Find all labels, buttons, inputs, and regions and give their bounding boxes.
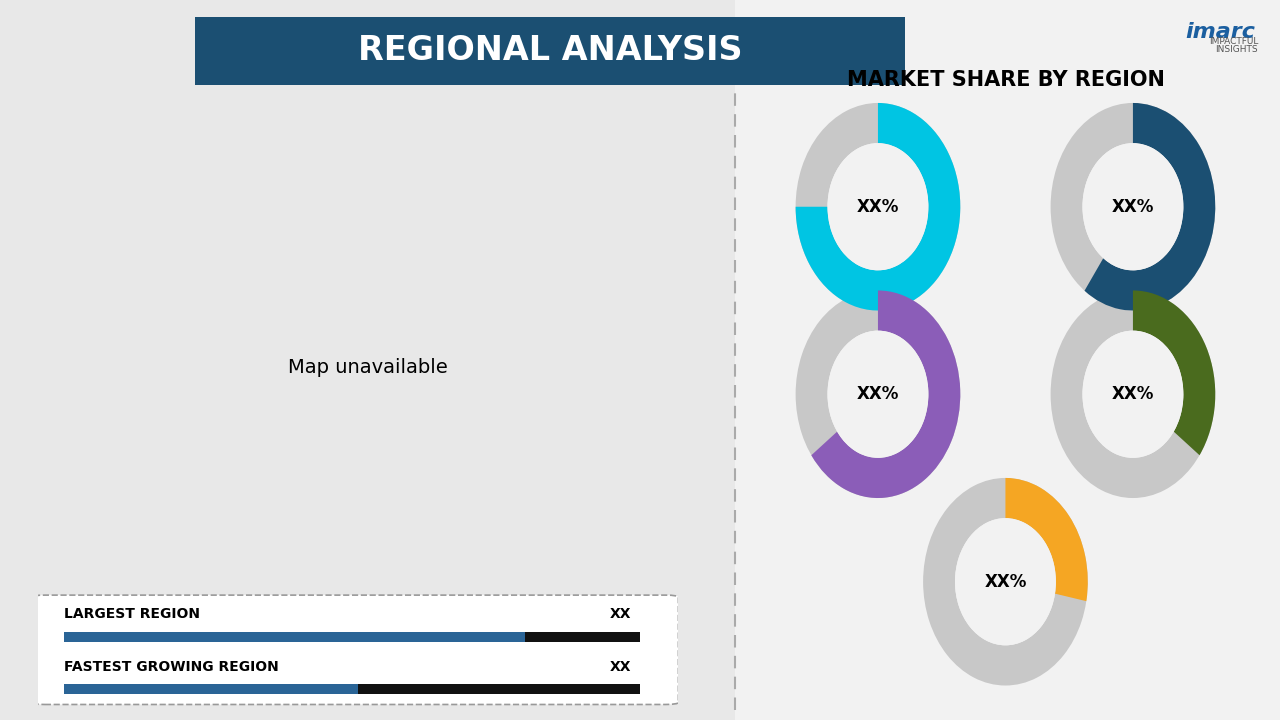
Wedge shape xyxy=(1083,330,1184,458)
Bar xyxy=(525,632,640,642)
Bar xyxy=(358,685,640,694)
Text: IMPACTFUL: IMPACTFUL xyxy=(1208,37,1258,46)
Text: XX%: XX% xyxy=(856,198,899,216)
Text: imarc: imarc xyxy=(1185,22,1254,42)
Bar xyxy=(64,632,525,642)
Text: REGIONAL ANALYSIS: REGIONAL ANALYSIS xyxy=(357,35,742,68)
Text: INSIGHTS: INSIGHTS xyxy=(1216,45,1258,54)
Text: XX%: XX% xyxy=(984,572,1027,590)
Text: LARGEST REGION: LARGEST REGION xyxy=(64,607,200,621)
Wedge shape xyxy=(1006,478,1088,601)
Bar xyxy=(64,685,358,694)
Wedge shape xyxy=(796,103,960,310)
Text: XX: XX xyxy=(611,660,631,673)
Wedge shape xyxy=(1083,143,1184,271)
Wedge shape xyxy=(1133,290,1215,455)
Wedge shape xyxy=(796,103,960,310)
Text: FASTEST GROWING REGION: FASTEST GROWING REGION xyxy=(64,660,279,673)
Text: Map unavailable: Map unavailable xyxy=(288,358,448,377)
Wedge shape xyxy=(1051,290,1215,498)
Text: XX%: XX% xyxy=(1112,385,1155,403)
Wedge shape xyxy=(827,143,928,271)
Bar xyxy=(735,0,1280,720)
Text: XX: XX xyxy=(611,607,631,621)
FancyBboxPatch shape xyxy=(32,595,678,704)
Wedge shape xyxy=(923,478,1088,685)
Wedge shape xyxy=(812,290,960,498)
Text: MARKET SHARE BY REGION: MARKET SHARE BY REGION xyxy=(846,70,1165,89)
Text: XX%: XX% xyxy=(1112,198,1155,216)
Wedge shape xyxy=(796,290,960,498)
Text: XX%: XX% xyxy=(856,385,899,403)
Wedge shape xyxy=(1084,103,1215,310)
Wedge shape xyxy=(827,330,928,458)
FancyBboxPatch shape xyxy=(195,17,905,85)
Wedge shape xyxy=(1051,103,1215,310)
Wedge shape xyxy=(955,518,1056,645)
